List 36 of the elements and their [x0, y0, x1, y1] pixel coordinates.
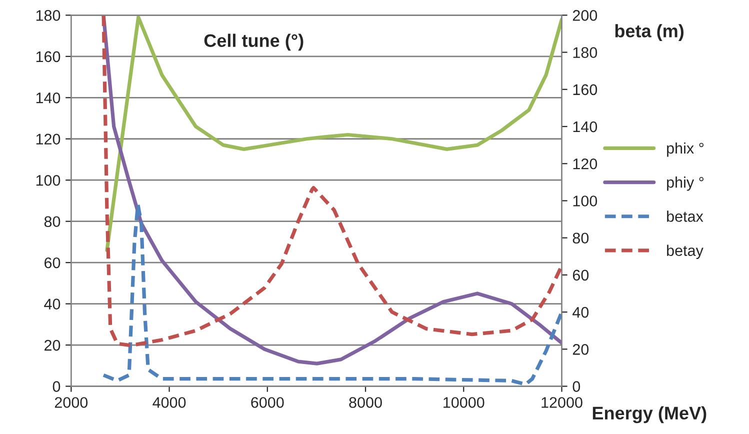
legend-label: betay: [667, 244, 704, 259]
x-tick-label: 2000: [54, 397, 88, 408]
y-tick-label: 80: [44, 216, 60, 228]
y2-axis-title: beta (m): [615, 24, 684, 41]
y2-tick-label: 60: [572, 270, 589, 281]
y2-tick-label: 20: [572, 344, 589, 355]
y2-tick-label: 0: [572, 381, 580, 392]
x-tick-label: 10000: [444, 397, 484, 408]
x-tick-label: 6000: [251, 397, 284, 408]
x-tick-label: 4000: [152, 397, 186, 408]
legend-label: betax: [667, 210, 704, 222]
y-tick-label: 180: [36, 10, 60, 21]
y2-tick-label: 120: [573, 158, 598, 170]
line-series: [105, 15, 562, 252]
y2-tick-label: 140: [573, 121, 598, 132]
y-tick-label: 60: [44, 257, 60, 268]
y-tick-label: 160: [36, 51, 60, 62]
y-tick-label: 0: [52, 381, 60, 392]
y2-tick-label: 100: [573, 196, 598, 206]
y-axis-title: Cell tune (°): [204, 34, 304, 51]
y2-tick-label: 40: [572, 306, 589, 318]
line-series: [102, 202, 562, 386]
x-axis-title: Energy (MeV): [592, 406, 706, 424]
legend-label: phix °: [667, 142, 704, 157]
y-tick-label: 40: [44, 298, 60, 310]
y-tick-label: 100: [36, 174, 60, 186]
y-tick-label: 120: [36, 134, 60, 145]
y2-tick-label: 200: [572, 10, 598, 21]
x-tick-label: 12000: [542, 397, 582, 408]
y2-tick-label: 80: [572, 232, 589, 244]
y2-tick-label: 160: [573, 84, 598, 96]
y-tick-label: 140: [36, 92, 60, 104]
y-tick-label: 20: [44, 340, 60, 351]
y2-tick-label: 180: [573, 47, 598, 58]
legend-label: phiy °: [667, 176, 704, 191]
x-tick-label: 8000: [349, 397, 382, 408]
